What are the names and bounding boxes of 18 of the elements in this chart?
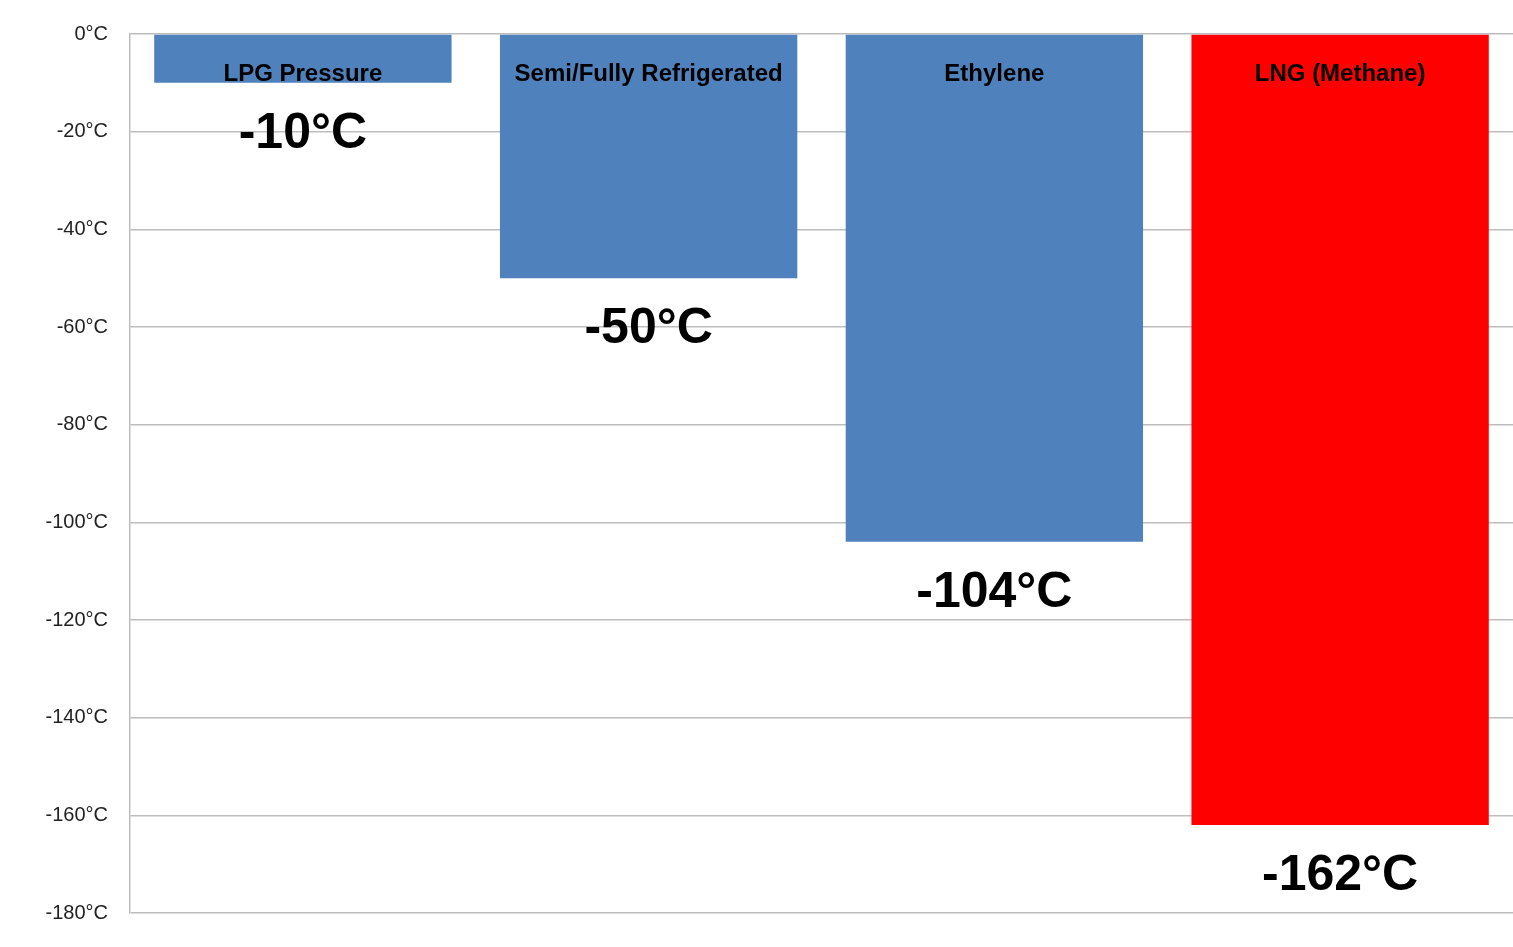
y-tick-label: -120°C	[45, 607, 108, 630]
y-tick-label: -60°C	[56, 314, 108, 337]
x-tick-label: LPG Pressure	[223, 58, 383, 86]
y-tick-label: -20°C	[56, 119, 108, 142]
data-label: -104°C	[916, 561, 1073, 618]
y-tick-label: -80°C	[56, 412, 108, 435]
y-tick-label: 0°C	[74, 21, 108, 44]
data-label: -10°C	[238, 102, 368, 159]
y-tick-label: -180°C	[45, 900, 108, 923]
y-tick-label: -160°C	[45, 802, 108, 825]
y-tick-label: -100°C	[45, 509, 108, 532]
x-tick-label: Ethylene	[944, 58, 1045, 86]
data-label: -162°C	[1262, 844, 1419, 901]
y-tick-label: -140°C	[45, 705, 108, 728]
y-tick-label: -40°C	[56, 216, 108, 239]
data-label: -50°C	[584, 297, 713, 354]
x-tick-label: LNG (Methane)	[1254, 58, 1426, 86]
x-tick-label: Semi/Fully Refrigerated	[514, 58, 783, 86]
